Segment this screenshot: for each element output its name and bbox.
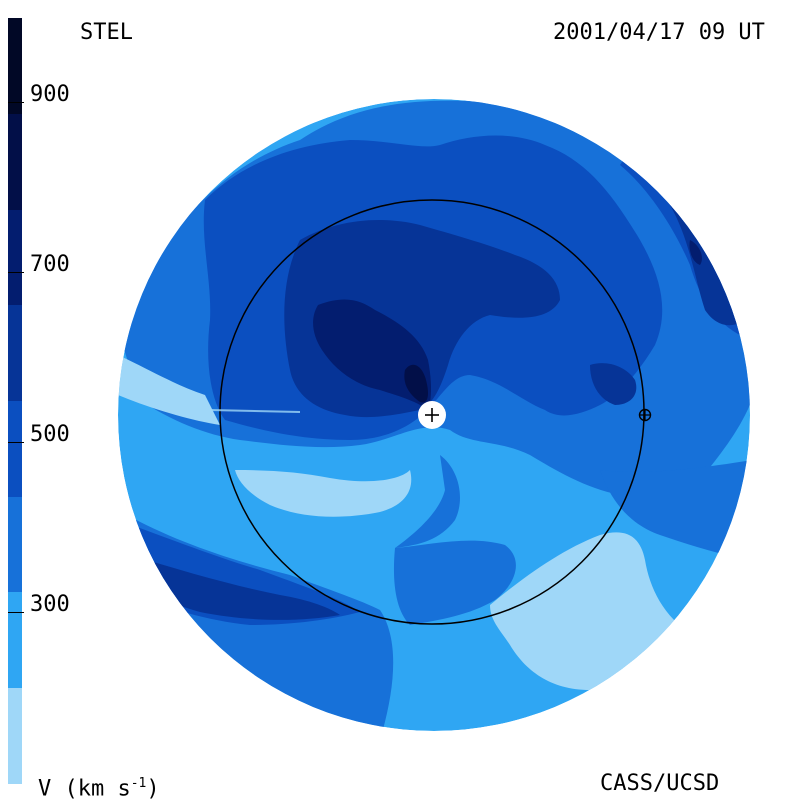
sun-marker [418, 401, 446, 429]
observatory-label: STEL [80, 20, 133, 45]
color-bar-segment [8, 113, 22, 210]
credit-label: CASS/UCSD [600, 771, 720, 796]
velocity-region-700-800 [313, 299, 431, 410]
tick-label-300: 300 [30, 592, 70, 617]
velocity-region-200-300 [118, 355, 220, 425]
tick-label-900: 900 [30, 82, 70, 107]
color-bar-segment [8, 209, 22, 306]
velocity-region-400-500 [393, 540, 516, 625]
tick-900 [8, 102, 24, 103]
velocity-region-400-500 [395, 455, 460, 548]
tick-700 [8, 272, 24, 273]
velocity-region-600-700 [130, 555, 340, 620]
quantity-text: V (km s [38, 776, 131, 801]
orbit-ring [219, 199, 645, 625]
color-bar-segment [8, 304, 22, 401]
color-bar-segment [8, 496, 22, 593]
velocity-region-700-800 [689, 240, 702, 265]
datetime-label: 2001/04/17 09 UT [553, 20, 765, 45]
velocity-region-800-900 [404, 364, 428, 403]
color-bar-segment [8, 687, 22, 784]
velocity-color-bar [8, 18, 22, 784]
tick-label-500: 500 [30, 422, 70, 447]
tick-label-700: 700 [30, 252, 70, 277]
color-bar-segment [8, 18, 22, 115]
artifact-streak [209, 409, 301, 413]
quantity-label: V (km s-1) [38, 773, 160, 800]
velocity-region-600-700 [590, 363, 637, 405]
color-bar-segment [8, 400, 22, 497]
quantity-exponent: -1 [130, 776, 147, 791]
velocity-region-400-500 [600, 460, 750, 560]
tick-300 [8, 612, 24, 613]
color-bar-segment [8, 591, 22, 688]
tick-500 [8, 442, 24, 443]
quantity-close: ) [146, 776, 160, 801]
earth-marker [638, 408, 652, 422]
velocity-region-200-300 [235, 470, 412, 517]
